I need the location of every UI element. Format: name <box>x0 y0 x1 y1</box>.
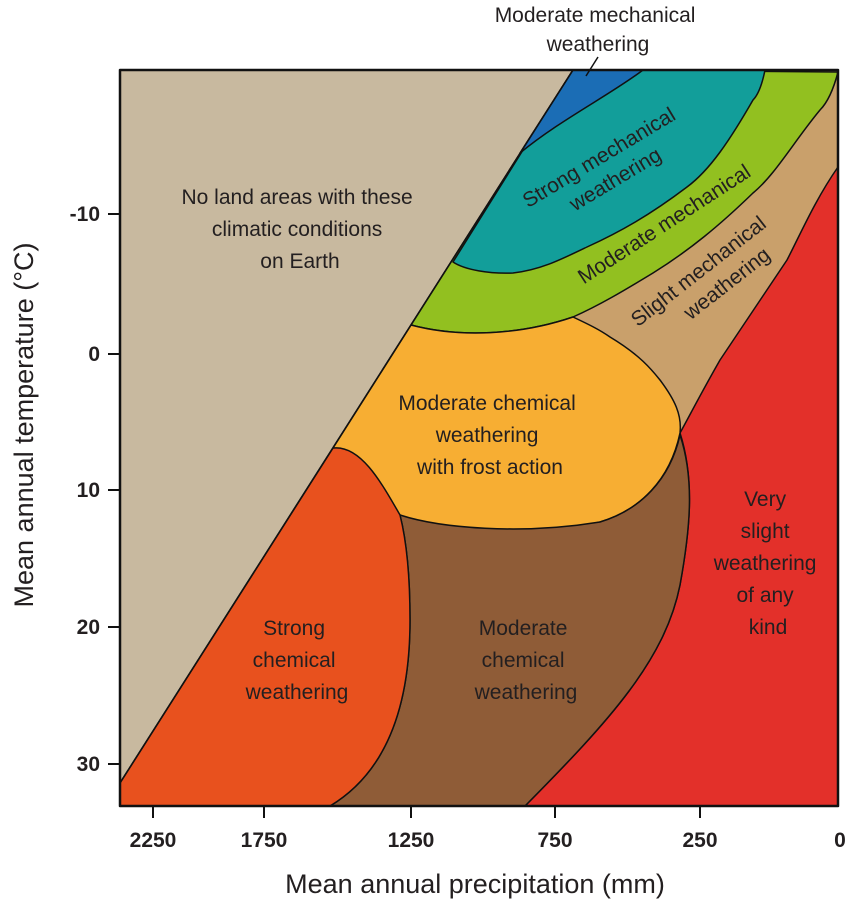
label-moderate-chemical-frost: Moderate chemical weathering with frost … <box>398 392 581 479</box>
y-tick-label: 0 <box>88 343 100 366</box>
y-tick-label: 30 <box>77 753 100 776</box>
diagonal-boundary <box>119 69 574 784</box>
label-no-land: No land areas with these climatic condit… <box>182 186 419 273</box>
x-tick-label: 2250 <box>130 829 177 852</box>
y-tick-label: 10 <box>77 479 100 502</box>
y-tick-label: -10 <box>70 203 100 226</box>
plot-frame <box>118 68 840 808</box>
x-tick-label: 250 <box>682 829 717 852</box>
x-tick-label: 750 <box>537 829 572 852</box>
label-strong-chemical: Strong chemical weathering <box>245 617 349 704</box>
label-very-slight: Very slight weathering of any kind <box>713 488 823 639</box>
region-strong-chemical <box>119 447 411 807</box>
x-tick-label: 1250 <box>388 829 435 852</box>
x-tick-label: 1750 <box>241 829 288 852</box>
x-tick-label: 0 <box>834 829 846 852</box>
label-moderate-mechanical-top: Moderate mechanical weathering <box>495 4 702 56</box>
y-axis-label: Mean annual temperature (°C) <box>9 243 39 608</box>
label-pointer-line <box>585 56 599 77</box>
y-tick-label: 20 <box>77 616 100 639</box>
label-moderate-chemical: Moderate chemical weathering <box>474 617 578 704</box>
x-axis-label: Mean annual precipitation (mm) <box>285 869 665 899</box>
region-strong-mechanical <box>452 69 766 274</box>
